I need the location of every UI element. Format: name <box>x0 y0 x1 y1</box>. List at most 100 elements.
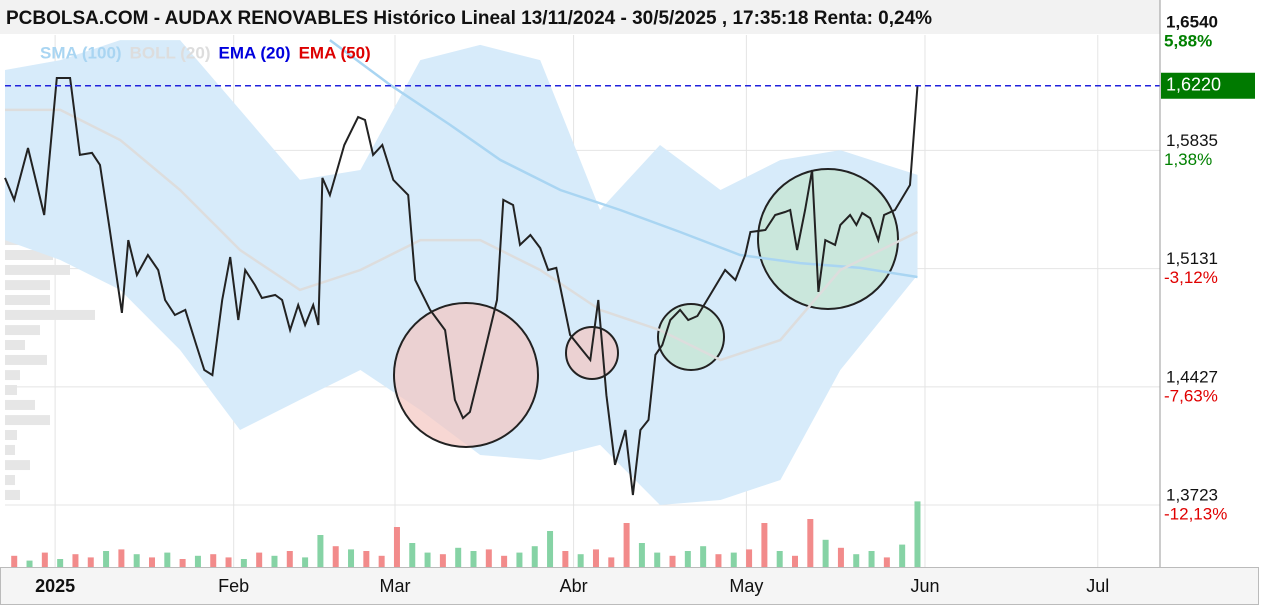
volume-bar <box>256 552 263 567</box>
volume-profile-bar <box>5 444 15 455</box>
x-tick-label: Jun <box>910 576 939 596</box>
volume-bar <box>623 523 630 567</box>
volume-bar <box>302 557 309 567</box>
volume-profile-bar <box>5 430 17 441</box>
volume-bar <box>899 544 906 567</box>
volume-bar <box>516 552 523 567</box>
annotation-circle <box>757 168 899 310</box>
volume-bar <box>164 552 171 567</box>
volume-bar <box>149 557 156 567</box>
volume-bar <box>87 557 94 567</box>
x-tick-label: May <box>729 576 763 596</box>
volume-bar <box>439 554 446 567</box>
volume-bar <box>424 552 431 567</box>
y-tick-label: 1,5835 <box>1166 131 1218 150</box>
volume-bar <box>792 555 799 567</box>
volume-bar <box>592 549 599 567</box>
volume-profile-bar <box>5 295 50 306</box>
volume-profile-bar <box>5 460 30 471</box>
volume-bar <box>470 551 477 567</box>
volume-profile-bar <box>5 385 17 396</box>
x-tick-label: Mar <box>379 576 410 596</box>
bollinger-band <box>5 40 918 505</box>
legend-entry: BOLL (20) <box>130 43 211 62</box>
y-tick-pct: -7,63% <box>1164 386 1218 405</box>
legend-entry: EMA (20) <box>218 43 290 62</box>
volume-bar <box>485 549 492 567</box>
volume-bar <box>271 555 278 567</box>
back-layer <box>5 31 1160 567</box>
volume-bar <box>210 554 217 567</box>
volume-bar <box>761 523 768 567</box>
volume-bar <box>638 543 645 567</box>
y-tick-pct: 1,38% <box>1164 150 1212 169</box>
legend-entry: EMA (50) <box>299 43 371 62</box>
volume-bar <box>883 557 890 567</box>
volume-bar <box>608 557 615 567</box>
front-layer <box>4 77 1160 567</box>
volume-bar <box>240 559 247 567</box>
y-tick-pct: -12,13% <box>1164 505 1227 524</box>
volume-bar <box>776 551 783 567</box>
volume-bar <box>409 543 416 567</box>
volume-profile-bar <box>5 325 40 336</box>
volume-bar <box>669 555 676 567</box>
chart-title: PCBOLSA.COM - AUDAX RENOVABLES Histórico… <box>6 8 932 29</box>
volume-bar <box>853 554 860 567</box>
volume-bar <box>363 551 370 567</box>
volume-bar <box>914 501 921 567</box>
volume-bar <box>41 552 48 567</box>
x-tick-label: 2025 <box>35 576 75 596</box>
indicator-line <box>329 39 918 279</box>
last-price-label: 1,6220 <box>1166 74 1221 94</box>
volume-bar <box>746 549 753 567</box>
volume-profile-bar <box>5 280 50 291</box>
volume-bar <box>501 555 508 567</box>
volume-profile-bar <box>5 489 20 500</box>
volume-bar <box>715 554 722 567</box>
indicator-line <box>5 108 919 362</box>
volume-profile-bar <box>5 340 25 351</box>
last-price-box <box>1161 72 1255 99</box>
volume-bar <box>654 552 661 567</box>
volume-bar <box>133 554 140 567</box>
volume-bar <box>455 547 462 567</box>
volume-bar <box>807 519 814 567</box>
volume-bar <box>11 555 18 567</box>
volume-bar <box>547 531 554 567</box>
data-layer <box>5 39 919 448</box>
volume-bar <box>317 535 324 567</box>
volume-bar <box>103 551 110 567</box>
legend-entry: SMA (100) <box>40 43 122 62</box>
volume-profile-bar <box>5 475 15 486</box>
x-tick-label: Jul <box>1086 576 1109 596</box>
volume-bar <box>57 559 64 567</box>
x-tick-label: Feb <box>218 576 249 596</box>
y-tick-pct: 5,88% <box>1164 31 1212 50</box>
volume-bar <box>700 546 707 567</box>
volume-bar <box>26 560 33 567</box>
x-tick-label: Abr <box>560 576 588 596</box>
y-tick-label: 1,6540 <box>1166 12 1218 31</box>
volume-bar <box>837 547 844 567</box>
annotation-circle <box>393 302 539 448</box>
volume-profile-bar <box>5 370 20 381</box>
price-line <box>4 77 919 496</box>
y-tick-label: 1,4427 <box>1166 367 1218 386</box>
volume-bar <box>562 551 569 567</box>
y-tick-label: 1,5131 <box>1166 249 1218 268</box>
volume-bar <box>348 549 355 567</box>
volume-profile-bar <box>5 250 53 261</box>
volume-bar <box>393 527 400 567</box>
volume-bar <box>332 546 339 567</box>
volume-profile-bar <box>5 309 95 320</box>
volume-bar <box>286 551 293 567</box>
volume-bar <box>577 554 584 567</box>
volume-profile-bar <box>5 264 70 275</box>
volume-bar <box>868 551 875 567</box>
volume-bar <box>684 551 691 567</box>
title-bar <box>0 0 1160 34</box>
volume-profile-bar <box>5 415 50 426</box>
